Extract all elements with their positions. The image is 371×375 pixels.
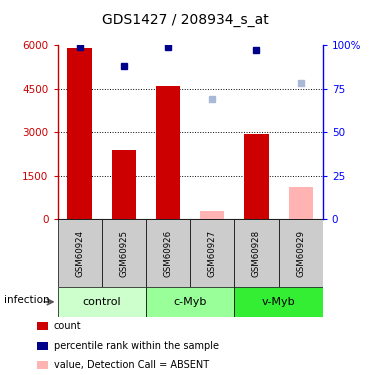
Bar xyxy=(190,219,234,287)
Bar xyxy=(279,219,323,287)
Text: infection: infection xyxy=(4,295,49,305)
Bar xyxy=(156,86,180,219)
Bar xyxy=(102,219,146,287)
Text: GDS1427 / 208934_s_at: GDS1427 / 208934_s_at xyxy=(102,13,269,27)
Bar xyxy=(68,48,92,219)
Text: GSM60925: GSM60925 xyxy=(119,230,128,277)
Text: c-Myb: c-Myb xyxy=(174,297,207,307)
Bar xyxy=(146,287,234,317)
Bar xyxy=(58,287,146,317)
Text: GSM60927: GSM60927 xyxy=(208,230,217,277)
Text: value, Detection Call = ABSENT: value, Detection Call = ABSENT xyxy=(54,360,209,370)
Bar xyxy=(146,219,190,287)
Text: GSM60929: GSM60929 xyxy=(296,230,305,277)
Text: count: count xyxy=(54,321,81,331)
Bar xyxy=(58,219,102,287)
Text: control: control xyxy=(82,297,121,307)
Bar xyxy=(244,134,269,219)
Bar xyxy=(200,211,224,219)
Bar xyxy=(289,188,313,219)
Bar xyxy=(234,219,279,287)
Text: GSM60928: GSM60928 xyxy=(252,230,261,277)
Text: percentile rank within the sample: percentile rank within the sample xyxy=(54,341,219,351)
Text: GSM60926: GSM60926 xyxy=(164,230,173,277)
Text: v-Myb: v-Myb xyxy=(262,297,295,307)
Bar xyxy=(234,287,323,317)
Bar xyxy=(112,150,136,219)
Text: GSM60924: GSM60924 xyxy=(75,230,84,277)
